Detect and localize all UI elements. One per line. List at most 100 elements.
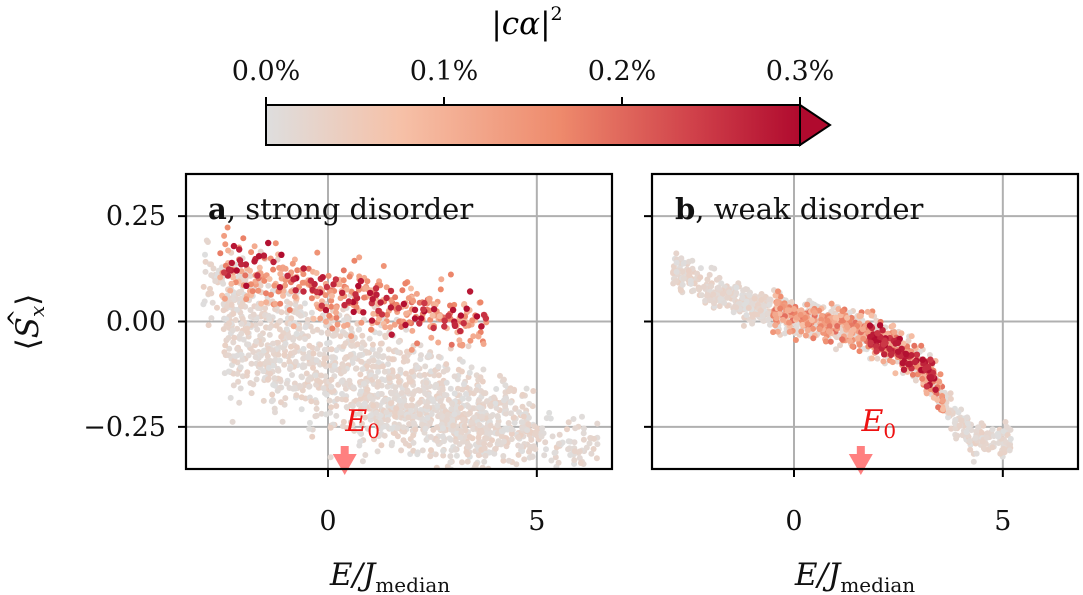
scatter-point — [429, 396, 436, 403]
scatter-point — [313, 288, 320, 296]
scatter-point — [313, 357, 320, 364]
scatter-point — [298, 373, 305, 380]
scatter-point — [743, 312, 750, 318]
scatter-point — [333, 326, 340, 333]
scatter-point — [802, 332, 809, 339]
scatter-point — [348, 333, 355, 340]
e0-label: E0 — [344, 404, 380, 443]
scatter-point — [480, 508, 486, 514]
scatter-point — [958, 417, 965, 424]
scatter-point — [396, 397, 403, 404]
scatter-point — [1000, 428, 1007, 435]
scatter-point — [270, 258, 277, 266]
scatter-point — [873, 348, 880, 355]
scatter-point — [282, 395, 289, 402]
scatter-point — [392, 384, 399, 391]
scatter-point — [708, 264, 715, 271]
scatter-point — [351, 427, 358, 434]
scatter-point — [375, 433, 382, 440]
scatter-point — [530, 388, 537, 394]
scatter-point — [902, 350, 910, 358]
scatter-point — [447, 453, 454, 460]
scatter-point — [202, 251, 208, 258]
scatter-point — [689, 257, 696, 264]
scatter-point — [233, 267, 240, 274]
scatter-point — [463, 449, 470, 456]
panel-b-xlabel-sub: median — [840, 573, 915, 595]
scatter-point — [412, 426, 419, 433]
scatter-point — [286, 358, 293, 365]
scatter-point — [402, 370, 409, 377]
scatter-point — [876, 322, 884, 329]
scatter-point — [331, 332, 338, 339]
scatter-point — [331, 362, 338, 369]
scatter-point — [868, 312, 875, 319]
scatter-point — [953, 435, 960, 442]
scatter-point — [459, 459, 465, 466]
scatter-point — [321, 355, 328, 362]
scatter-point — [352, 411, 359, 418]
scatter-point — [299, 279, 306, 286]
scatter-point — [751, 295, 758, 302]
scatter-point — [432, 382, 439, 389]
scatter-point — [328, 404, 334, 411]
scatter-point — [340, 277, 347, 284]
scatter-point — [389, 369, 396, 376]
scatter-point — [435, 363, 442, 370]
scatter-point — [481, 458, 488, 465]
scatter-point — [330, 281, 337, 288]
scatter-point — [364, 386, 371, 393]
scatter-point — [480, 366, 487, 373]
scatter-point — [222, 241, 229, 248]
scatter-point — [460, 320, 467, 327]
scatter-point — [281, 352, 288, 358]
scatter-point — [272, 240, 279, 247]
scatter-point — [780, 316, 786, 323]
scatter-point — [308, 309, 315, 316]
scatter-point — [227, 287, 234, 294]
scatter-point — [447, 459, 454, 466]
scatter-point — [859, 326, 866, 333]
scatter-point — [244, 341, 250, 348]
scatter-point — [266, 316, 273, 323]
scatter-point — [400, 300, 408, 308]
scatter-point — [593, 470, 599, 476]
x-tick-label: 5 — [994, 506, 1011, 537]
panel-a-xlabel-main: E/J — [329, 557, 377, 593]
scatter-point — [242, 272, 249, 279]
scatter-point — [422, 425, 429, 432]
scatter-point — [468, 419, 475, 426]
scatter-point — [324, 340, 330, 347]
scatter-point — [409, 327, 416, 334]
scatter-point — [502, 382, 509, 389]
scatter-point — [408, 346, 415, 353]
scatter-point — [410, 432, 417, 439]
scatter-point — [272, 409, 278, 416]
colorbar-tick-label: 0.1% — [410, 56, 479, 87]
scatter-point — [278, 399, 284, 406]
scatter-point — [350, 384, 357, 391]
scatter-point — [572, 425, 579, 432]
scatter-point — [375, 352, 382, 359]
scatter-point — [288, 315, 295, 322]
scatter-point — [381, 432, 388, 439]
scatter-point — [470, 333, 477, 340]
colorbar-tick-label: 0.2% — [588, 56, 657, 87]
scatter-point — [500, 438, 507, 445]
scatter-point — [367, 412, 374, 419]
scatter-point — [230, 242, 238, 250]
scatter-point — [508, 426, 515, 433]
scatter-point — [418, 352, 424, 359]
scatter-point — [700, 283, 707, 290]
scatter-point — [421, 299, 428, 307]
scatter-point — [411, 420, 417, 427]
colorbar-label-sup: 2 — [551, 3, 563, 25]
scatter-point — [776, 310, 783, 317]
scatter-point — [702, 297, 709, 304]
scatter-point — [889, 359, 896, 366]
scatter-point — [319, 298, 325, 305]
scatter-point — [333, 304, 340, 311]
scatter-point — [375, 307, 382, 314]
scatter-point — [398, 390, 405, 396]
